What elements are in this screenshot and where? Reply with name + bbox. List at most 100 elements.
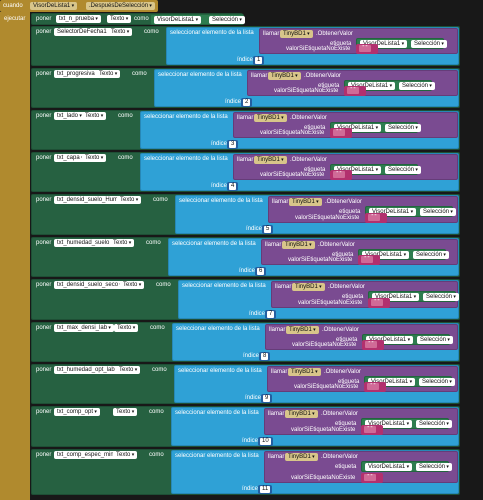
tag-component-dropdown[interactable]: VisorDeLista1: [369, 208, 417, 216]
tag-property-dropdown[interactable]: Selección: [417, 336, 453, 344]
select-list-item-block[interactable]: seleccionar elemento de la listalistaínd…: [172, 323, 459, 361]
index-number[interactable]: 4: [229, 183, 237, 190]
set-component-dropdown[interactable]: txt_capa: [54, 154, 87, 162]
set-property-dropdown[interactable]: Texto: [116, 366, 141, 374]
set-property-dropdown[interactable]: Texto: [114, 324, 139, 332]
index-number-block[interactable]: 6: [255, 267, 267, 276]
empty-string-block[interactable]: " ": [362, 340, 384, 350]
tag-property-dropdown[interactable]: Selección: [416, 420, 452, 428]
index-number-block[interactable]: 3: [227, 140, 239, 149]
index-number[interactable]: 8: [261, 353, 269, 360]
tag-property-dropdown[interactable]: Selección: [423, 293, 459, 301]
tag-component-getter[interactable]: VisorDeLista1Selección: [330, 122, 421, 133]
tag-component-dropdown[interactable]: VisorDeLista1: [372, 293, 420, 301]
tag-component-getter[interactable]: VisorDeLista1Selección: [358, 249, 449, 260]
event-component-dropdown[interactable]: VisorDeLista1: [30, 2, 78, 10]
tag-component-dropdown[interactable]: VisorDeLista1: [334, 166, 382, 174]
index-number-block[interactable]: 10: [258, 437, 273, 446]
tag-component-dropdown[interactable]: VisorDeLista1: [360, 40, 408, 48]
tinydb-component-dropdown[interactable]: TinyBD1: [280, 30, 313, 38]
empty-string-block[interactable]: " ": [361, 473, 383, 483]
index-number-block[interactable]: 9: [261, 394, 273, 403]
empty-string-block[interactable]: " ": [344, 86, 366, 96]
tag-property-dropdown[interactable]: Selección: [413, 251, 449, 259]
select-list-item-block[interactable]: seleccionar elemento de la listalistaínd…: [171, 407, 459, 446]
empty-string-field[interactable]: " ": [367, 383, 379, 390]
empty-string-field[interactable]: " ": [371, 299, 383, 306]
index-number-block[interactable]: 11: [258, 485, 273, 494]
tinydb-component-dropdown[interactable]: TinyBD1: [286, 326, 319, 334]
tinydb-component-dropdown[interactable]: TinyBD1: [285, 453, 318, 461]
index-number[interactable]: 11: [260, 486, 271, 493]
tag-component-getter[interactable]: VisorDeLista1Selección: [330, 164, 421, 175]
tinydb-component-dropdown[interactable]: TinyBD1: [292, 283, 325, 291]
index-number[interactable]: 10: [260, 438, 271, 445]
empty-string-field[interactable]: " ": [364, 474, 376, 481]
set-component-dropdown[interactable]: txt_n_prueba: [56, 15, 101, 23]
index-number[interactable]: 6: [257, 268, 265, 275]
getter-property-dropdown[interactable]: Selección: [209, 16, 245, 24]
empty-string-block[interactable]: " ": [368, 298, 390, 308]
set-component-dropdown[interactable]: txt_humedad_suelo: [54, 239, 117, 247]
select-list-item-block[interactable]: seleccionar elemento de la listalistaínd…: [174, 365, 459, 403]
tag-component-getter[interactable]: VisorDeLista1Selección: [365, 206, 456, 217]
empty-string-field[interactable]: " ": [364, 426, 376, 433]
empty-string-field[interactable]: " ": [365, 341, 377, 348]
select-list-item-block[interactable]: seleccionar elemento de la listalistaínd…: [154, 69, 459, 107]
tag-component-getter[interactable]: VisorDeLista1Selección: [344, 80, 435, 91]
empty-string-field[interactable]: " ": [368, 214, 380, 221]
index-number-block[interactable]: 8: [259, 352, 271, 361]
tag-component-dropdown[interactable]: VisorDeLista1: [334, 124, 382, 132]
empty-string-block[interactable]: " ": [330, 170, 352, 180]
index-number[interactable]: 9: [263, 395, 271, 402]
set-property-dropdown[interactable]: Texto: [110, 239, 135, 247]
select-list-item-block[interactable]: seleccionar elemento de la listalistaínd…: [178, 280, 459, 319]
tag-component-getter[interactable]: VisorDeLista1Selección: [361, 418, 452, 429]
tag-component-dropdown[interactable]: VisorDeLista1: [365, 420, 413, 428]
empty-string-field[interactable]: " ": [333, 171, 345, 178]
empty-string-block[interactable]: " ": [356, 44, 378, 54]
empty-string-field[interactable]: " ": [361, 256, 373, 263]
tinydb-component-dropdown[interactable]: TinyBD1: [288, 368, 321, 376]
set-component-dropdown[interactable]: txt_densid_suelo_seco: [54, 281, 125, 289]
tinydb-component-dropdown[interactable]: TinyBD1: [282, 241, 315, 249]
set-component-dropdown[interactable]: txt_humedad_opt_lab: [54, 366, 122, 374]
index-number-block[interactable]: 5: [262, 225, 274, 234]
tag-property-dropdown[interactable]: Selección: [411, 40, 447, 48]
tag-property-dropdown[interactable]: Selección: [420, 208, 456, 216]
tag-component-dropdown[interactable]: VisorDeLista1: [368, 378, 416, 386]
empty-string-field[interactable]: " ": [347, 87, 359, 94]
set-property-dropdown[interactable]: Texto: [107, 15, 132, 23]
tag-component-getter[interactable]: VisorDeLista1Selección: [362, 334, 453, 345]
set-property-dropdown[interactable]: Texto: [82, 112, 107, 120]
tag-component-dropdown[interactable]: VisorDeLista1: [362, 251, 410, 259]
index-number[interactable]: 2: [243, 99, 251, 106]
empty-string-field[interactable]: " ": [333, 129, 345, 136]
tag-component-getter[interactable]: VisorDeLista1Selección: [356, 38, 447, 49]
select-list-item-block[interactable]: seleccionar elemento de la listalistaínd…: [168, 238, 459, 276]
tag-component-dropdown[interactable]: VisorDeLista1: [365, 463, 413, 471]
select-list-item-block[interactable]: seleccionar elemento de la listalistaínd…: [175, 195, 459, 234]
tinydb-component-dropdown[interactable]: TinyBD1: [268, 72, 301, 80]
index-number[interactable]: 1: [255, 57, 263, 64]
index-number-block[interactable]: 2: [241, 98, 253, 107]
index-number-block[interactable]: 7: [265, 310, 277, 319]
set-component-dropdown[interactable]: txt_lado: [54, 112, 85, 120]
select-list-item-block[interactable]: seleccionar elemento de la listalistaínd…: [140, 153, 459, 191]
select-list-item-block[interactable]: seleccionar elemento de la listalistaínd…: [140, 111, 459, 149]
index-number[interactable]: 5: [264, 226, 272, 233]
index-number-block[interactable]: 4: [227, 182, 239, 191]
